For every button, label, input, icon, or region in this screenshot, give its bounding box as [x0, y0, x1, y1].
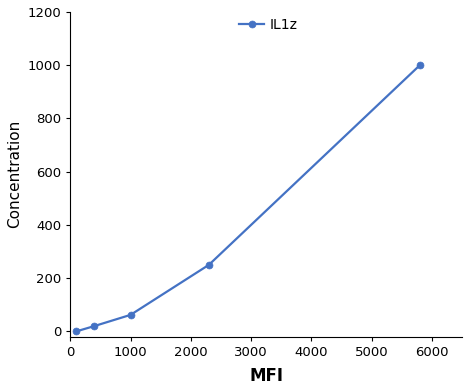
- Y-axis label: Concentration: Concentration: [7, 120, 22, 229]
- IL1z: [128, 312, 133, 317]
- X-axis label: MFI: MFI: [249, 367, 283, 385]
- Legend: IL1z: IL1z: [234, 13, 303, 38]
- IL1z: [206, 263, 212, 267]
- Line: IL1z: IL1z: [73, 62, 424, 335]
- IL1z: [91, 324, 97, 328]
- IL1z: [74, 329, 79, 334]
- IL1z: [417, 63, 423, 67]
